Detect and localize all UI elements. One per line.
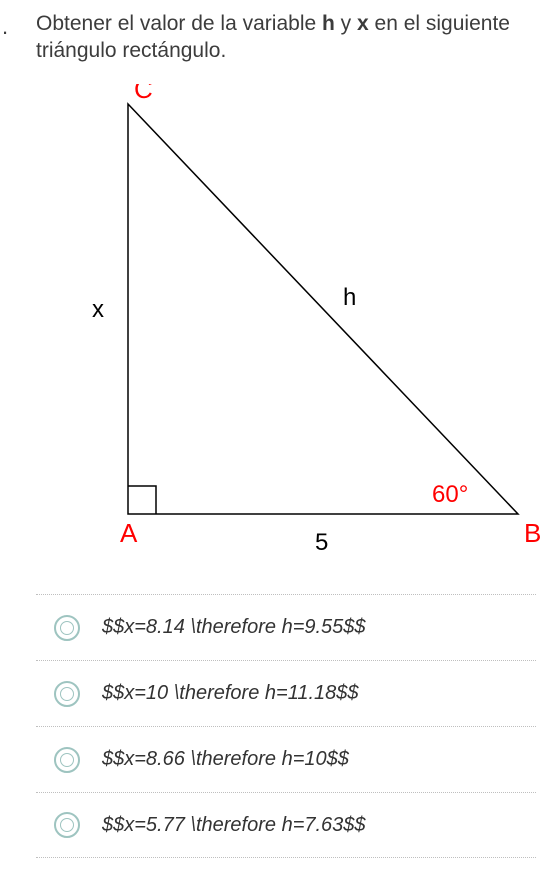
q-part-2: y [335,12,357,35]
svg-text:B: B [524,518,541,548]
radio-icon[interactable] [54,812,80,838]
svg-text:x: x [92,296,104,323]
svg-text:60°: 60° [432,481,468,508]
option-row[interactable]: $$x=5.77 \therefore h=7.63$$ [36,792,536,858]
option-row[interactable]: $$x=8.66 \therefore h=10$$ [36,726,536,792]
option-text: $$x=5.77 \therefore h=7.63$$ [102,814,366,837]
radio-icon[interactable] [54,681,80,707]
svg-text:h: h [343,284,356,311]
q-bold-2: x [357,12,369,35]
list-marker: . [2,14,8,40]
triangle-diagram: C A Bx h 5 60° [78,84,548,574]
triangle-svg: C A Bx h 5 60° [78,84,548,574]
radio-icon[interactable] [54,615,80,641]
option-text: $$x=10 \therefore h=11.18$$ [102,682,359,705]
q-part-1: Obtener el valor de la variable [36,12,322,35]
svg-text:5: 5 [315,529,328,556]
question-text: Obtener el valor de la variable h y x en… [36,10,541,65]
option-text: $$x=8.14 \therefore h=9.55$$ [102,616,366,639]
option-row[interactable]: $$x=10 \therefore h=11.18$$ [36,660,536,726]
option-text: $$x=8.66 \therefore h=10$$ [102,748,349,771]
svg-text:C: C [134,84,153,104]
option-row[interactable]: $$x=8.14 \therefore h=9.55$$ [36,594,536,660]
svg-text:A: A [120,518,138,548]
options-list: $$x=8.14 \therefore h=9.55$$ $$x=10 \the… [36,594,536,858]
radio-icon[interactable] [54,747,80,773]
q-bold-1: h [322,12,335,35]
